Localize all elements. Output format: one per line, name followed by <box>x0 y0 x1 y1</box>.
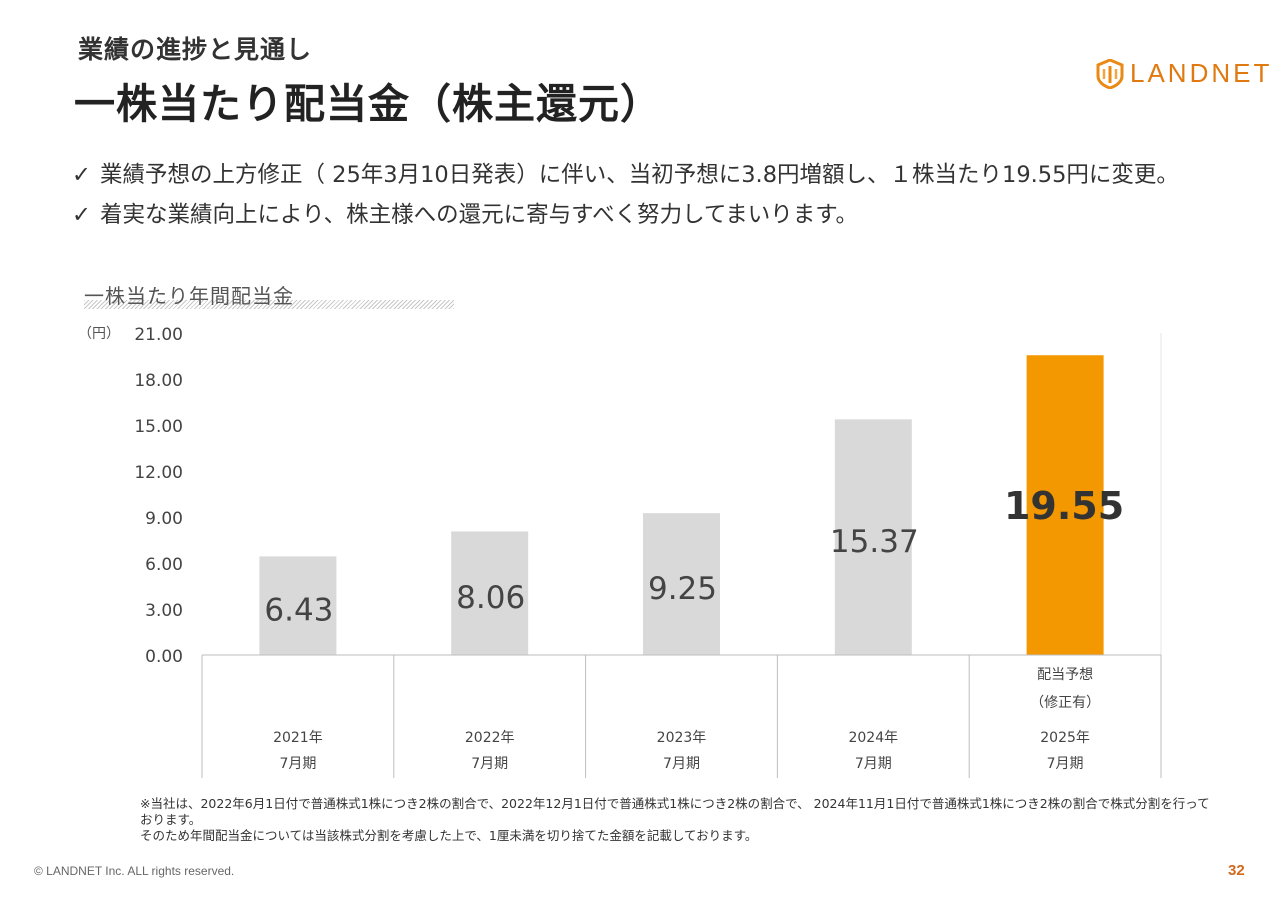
y-tick-label: 0.00 <box>145 647 183 667</box>
x-tick-label: 7月期 <box>663 756 700 772</box>
y-tick-label: 18.00 <box>134 371 183 391</box>
data-label: 19.55 <box>1004 484 1124 528</box>
bar <box>643 513 720 655</box>
section-label: 業績の進捗と見通し <box>78 35 313 64</box>
check-icon: ✓ <box>72 162 91 188</box>
data-label: 6.43 <box>264 593 333 629</box>
data-label: 8.06 <box>456 580 525 616</box>
bullet-item: ✓ 業績予想の上方修正（ 25年3月10日発表）に伴い、当初予想に3.8円増額し… <box>72 160 1212 190</box>
footnote: ※当社は、2022年6月1日付で普通株式1株につき2株の割合で、2022年12月… <box>140 796 1210 844</box>
y-tick-label: 3.00 <box>145 601 183 621</box>
bullet-text: 業績予想の上方修正（ 25年3月10日発表）に伴い、当初予想に3.8円増額し、１… <box>100 162 1179 188</box>
data-label: 9.25 <box>648 571 717 607</box>
company-logo: LANDNET <box>1096 58 1272 89</box>
x-tick-label: 2024年 <box>848 730 898 746</box>
check-icon: ✓ <box>72 202 91 228</box>
x-tick-label: 2023年 <box>657 730 707 746</box>
x-tick-label: 7月期 <box>1047 756 1084 772</box>
bar <box>259 556 337 655</box>
x-tick-label: 2022年 <box>465 730 515 746</box>
y-tick-label: 9.00 <box>145 509 183 529</box>
bullet-text: 着実な業績向上により、株主様への還元に寄与すべく努力してまいります。 <box>100 202 859 228</box>
page-number: 32 <box>1228 862 1245 879</box>
x-tick-label-note: 配当予想 <box>1037 667 1093 683</box>
x-tick-label: 2025年 <box>1040 730 1090 746</box>
footnote-line-2: そのため年間配当金については当該株式分割を考慮した上で、1厘未満を切り捨てた金額… <box>140 828 758 843</box>
y-tick-label: 15.00 <box>134 417 183 437</box>
x-tick-label-note: （修正有） <box>1030 695 1100 711</box>
bar <box>834 419 912 655</box>
y-tick-label: 6.00 <box>145 555 183 575</box>
bar <box>451 531 529 655</box>
bullet-list: ✓ 業績予想の上方修正（ 25年3月10日発表）に伴い、当初予想に3.8円増額し… <box>72 160 1212 240</box>
x-tick-label: 7月期 <box>855 756 892 772</box>
y-tick-label: 12.00 <box>134 463 183 483</box>
chart-title: 一株当たり年間配当金 <box>84 284 294 308</box>
logo-text: LANDNET <box>1130 58 1273 88</box>
x-tick-label: 7月期 <box>279 756 316 772</box>
x-tick-label: 7月期 <box>471 756 508 772</box>
copyright: © LANDNET Inc. ALL rights reserved. <box>34 864 235 878</box>
bar <box>1026 355 1104 655</box>
bullet-item: ✓ 着実な業績向上により、株主様への還元に寄与すべく努力してまいります。 <box>72 200 1212 230</box>
subtitle-underline-hatch <box>84 300 454 309</box>
chart-subtitle: 一株当たり年間配当金 <box>84 280 454 310</box>
footnote-line-1: ※当社は、2022年6月1日付で普通株式1株につき2株の割合で、2022年12月… <box>140 796 1210 827</box>
page-title: 一株当たり配当金（株主還元） <box>74 80 662 128</box>
x-tick-label: 2021年 <box>273 730 323 746</box>
data-label: 15.37 <box>830 524 919 560</box>
y-tick-label: 21.00 <box>134 325 183 345</box>
landnet-shield-icon <box>1096 58 1124 89</box>
y-axis-unit-label: （円） <box>78 326 120 342</box>
